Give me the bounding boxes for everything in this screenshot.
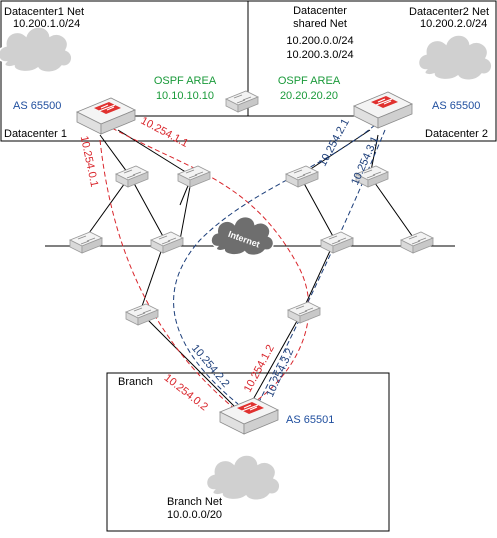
datacenter1-net-prefix: 10.200.1.0/24 <box>13 18 81 30</box>
shared-switch-icon <box>225 90 259 113</box>
datacenter2-net-prefix: 10.200.2.0/24 <box>420 18 488 30</box>
tunnel-red-0 <box>99 139 237 411</box>
tunnels <box>99 124 386 411</box>
switch-icon <box>177 165 211 188</box>
tunnel-label-branch-b: 10.254.0.2 <box>162 372 210 413</box>
shared-net-line1: Datacenter <box>293 5 347 17</box>
datacenter1-net-title: Datacenter1 Net <box>4 6 85 18</box>
link-dc1-sw1 <box>99 134 131 177</box>
shared-net-prefix1: 10.200.0.0/24 <box>286 35 354 47</box>
link-sw1-wan1 <box>83 175 131 241</box>
datacenter2-net-title: Datacenter2 Net <box>409 6 490 18</box>
switch-icon <box>115 165 149 188</box>
ospf-area2-id: 20.20.20.20 <box>279 90 339 102</box>
tunnel-blue-2 <box>173 124 376 405</box>
link-br1-branch <box>139 311 239 411</box>
ospf-area2-label: OSPF AREA <box>277 75 341 87</box>
datacenter1-as: AS 65500 <box>13 100 62 112</box>
ospf-area1-label: OSPF AREA <box>153 75 217 87</box>
link-sw3-wan3 <box>299 175 336 241</box>
branch-title: Branch <box>118 376 153 388</box>
datacenter1-cloud-icon <box>0 26 73 74</box>
link-wan3-br2 <box>301 239 336 313</box>
tunnel-label-dc1-b: 10.254.0.1 <box>78 135 101 188</box>
datacenter1-name: Datacenter 1 <box>4 128 67 140</box>
switch-icon <box>125 303 159 326</box>
switch-icon <box>400 231 434 254</box>
link-sw1-wan2 <box>129 175 166 241</box>
tunnel-label-dc1-a: 10.254.1.1 <box>139 115 191 150</box>
switch-icon <box>69 231 103 254</box>
shared-net-line2: shared Net <box>293 18 347 30</box>
datacenter2-as: AS 65500 <box>432 100 481 112</box>
link-br2-branch <box>249 311 303 406</box>
shared-net-prefix2: 10.200.3.0/24 <box>286 49 354 61</box>
tunnel-red-1 <box>111 127 310 406</box>
branch-as: AS 65501 <box>286 414 335 426</box>
branch-net-prefix: 10.0.0.0/20 <box>167 509 223 521</box>
datacenter2-cloud-icon <box>417 34 493 82</box>
switch-icon <box>320 231 354 254</box>
datacenter2-name: Datacenter 2 <box>425 128 488 140</box>
internet-cloud-icon <box>210 216 275 256</box>
branch-net-title: Branch Net <box>167 496 223 508</box>
ospf-area1-id: 10.10.10.10 <box>155 90 215 102</box>
switch-icon <box>287 301 321 324</box>
link-sw4-wan4 <box>369 175 416 241</box>
switch-icon <box>285 165 319 188</box>
datacenter2-router-icon <box>353 91 413 129</box>
tunnel-label-dc2-a: 10.254.2.1 <box>317 117 352 169</box>
datacenter1-router-icon <box>76 97 136 135</box>
switch-icon <box>150 231 184 254</box>
branch-cloud-icon <box>205 454 281 502</box>
branch-box <box>106 372 390 532</box>
